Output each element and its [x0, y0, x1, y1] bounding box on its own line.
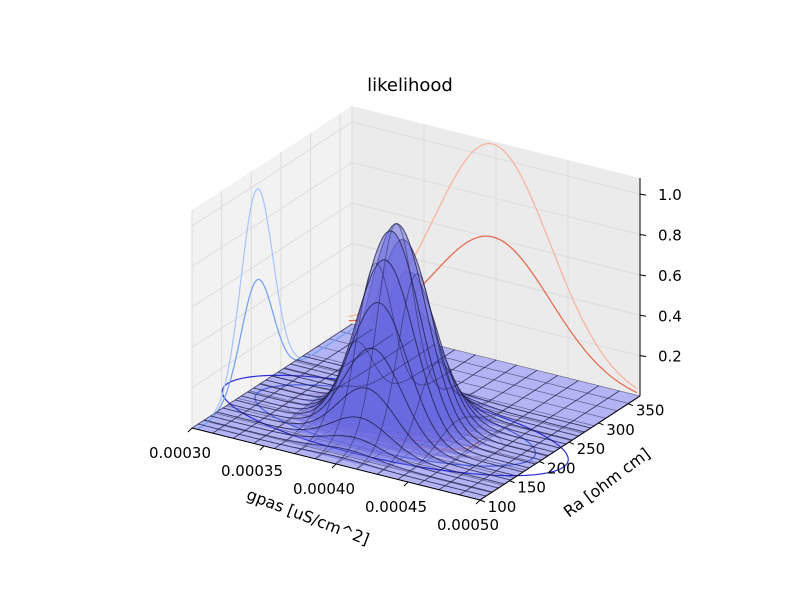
x-tick	[331, 463, 337, 469]
y-tick-label: 250	[577, 440, 606, 458]
surface-mesh-line	[356, 273, 517, 469]
z-tick	[639, 234, 647, 237]
z-tick-label: 0.8	[658, 227, 682, 245]
y-tick	[568, 441, 575, 445]
chart-title: likelihood	[367, 75, 453, 96]
surface-mesh-line	[212, 328, 373, 434]
marginal-x-inner	[197, 278, 359, 430]
surface-mesh-line	[274, 344, 435, 449]
z-tick-label: 0.2	[658, 348, 682, 366]
x-tick-label: 0.00050	[437, 516, 499, 534]
surface-mesh-line	[335, 222, 497, 464]
x-tick-label: 0.00030	[149, 444, 211, 462]
x-tick-label: 0.00040	[293, 480, 355, 498]
surface-mesh-line	[315, 263, 476, 459]
z-tick	[639, 193, 647, 196]
y-tick-label: 300	[606, 421, 635, 439]
surface-mesh-line	[232, 333, 394, 439]
y-tick	[627, 403, 634, 407]
y-tick	[598, 422, 604, 426]
y-tick-label: 150	[517, 479, 546, 497]
surface-mesh-line	[438, 385, 600, 491]
z-tick-label: 0.4	[658, 307, 682, 325]
x-tick	[475, 499, 481, 505]
y-tick	[509, 480, 515, 484]
y-axis-line	[479, 395, 641, 501]
x-tick	[259, 445, 265, 451]
x-tick-label: 0.00045	[365, 498, 427, 516]
surface	[191, 222, 641, 501]
surface-mesh-line	[418, 380, 579, 485]
x-tick	[187, 427, 193, 433]
y-axis-label: Ra [ohm cm]	[560, 444, 654, 521]
surface-mesh-line	[459, 390, 620, 496]
axes	[187, 178, 647, 505]
z-tick	[639, 274, 647, 277]
y-tick-label: 100	[488, 498, 517, 516]
z-tick-label: 0.6	[658, 267, 682, 285]
x-tick-label: 0.00035	[221, 462, 283, 480]
x-tick	[403, 481, 409, 487]
y-tick	[479, 499, 486, 503]
z-tick	[639, 314, 647, 317]
surface-mesh-line	[191, 323, 353, 429]
contour-line	[221, 374, 569, 477]
y-tick	[539, 461, 545, 464]
z-tick-label: 1.0	[658, 186, 682, 204]
z-tick	[639, 355, 647, 358]
tick-labels: 0.00030 0.00035 0.00040 0.00045 0.0005010015…	[149, 186, 682, 534]
surface-mesh-line	[376, 361, 538, 475]
y-tick-label: 200	[547, 459, 576, 477]
surface-mesh-line	[397, 375, 558, 480]
y-tick-label: 350	[636, 402, 665, 420]
